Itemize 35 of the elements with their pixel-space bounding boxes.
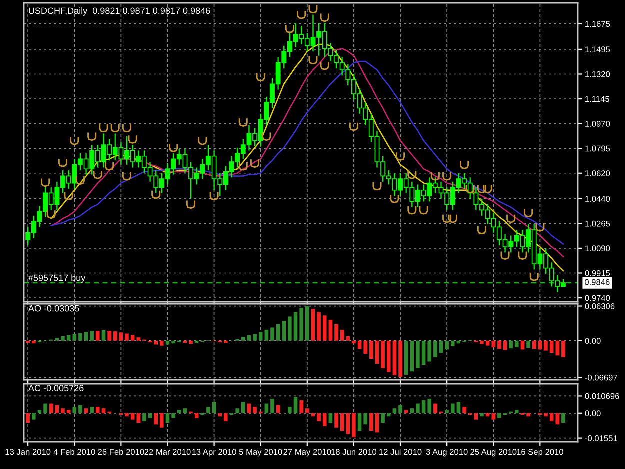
x-tick-label: 3 Aug 2010 xyxy=(426,449,468,457)
y-tick-label: 1.1145 xyxy=(586,96,610,102)
text: 0.9846 xyxy=(584,279,610,286)
y-tick-label: 0.00 xyxy=(585,410,601,417)
y-tick-label: 0.9740 xyxy=(585,295,610,302)
x-tick-label: 4 Feb 2010 xyxy=(54,448,96,456)
x-tick-label: 13 Apr 2010 xyxy=(192,449,236,457)
chart-title: AC -0.005726 xyxy=(28,385,84,392)
y-tick-label: 1.1675 xyxy=(586,21,610,28)
x-tick-label: 18 Jun 2010 xyxy=(332,449,377,456)
x-tick-label: 12 Jul 2010 xyxy=(380,448,422,456)
y-tick-label: -0.06697 xyxy=(585,374,618,381)
y-tick-label: 1.0970 xyxy=(586,121,610,127)
y-tick-label: 0.010696 xyxy=(585,393,620,400)
chart-title: USDCHF,Daily 0.9821 0.9871 0.9817 0.9846 xyxy=(29,7,210,16)
x-tick-label: 16 Sep 2010 xyxy=(517,449,564,457)
y-tick-label: 0.06306 xyxy=(585,303,615,310)
x-tick-label: 26 Feb 2010 xyxy=(98,448,144,456)
y-tick-label: 1.0440 xyxy=(586,196,610,202)
y-tick-label: 0.9915 xyxy=(585,270,610,276)
y-tick-label: 1.1495 xyxy=(586,46,610,53)
x-tick-label: 25 Aug 2010 xyxy=(470,449,517,457)
x-tick-label: 22 Mar 2010 xyxy=(144,449,191,456)
x-tick-label: 5 May 2010 xyxy=(239,449,282,457)
x-tick-label: 27 May 2010 xyxy=(284,449,332,457)
ref-line-label: #5957517 buy xyxy=(28,274,86,284)
y-tick-label: 0.00 xyxy=(585,338,601,344)
chart-title: AO -0.03035 xyxy=(28,305,80,312)
y-tick-label: 1.0265 xyxy=(586,220,610,227)
y-tick-label: 1.0620 xyxy=(586,170,610,176)
y-tick-label: 1.1320 xyxy=(586,71,610,78)
y-tick-label: -0.01551 xyxy=(585,436,618,442)
y-tick-label: 1.0090 xyxy=(586,246,610,252)
x-tick-label: 13 Jan 2010 xyxy=(6,449,51,456)
y-tick-label: 1.0795 xyxy=(586,146,610,152)
